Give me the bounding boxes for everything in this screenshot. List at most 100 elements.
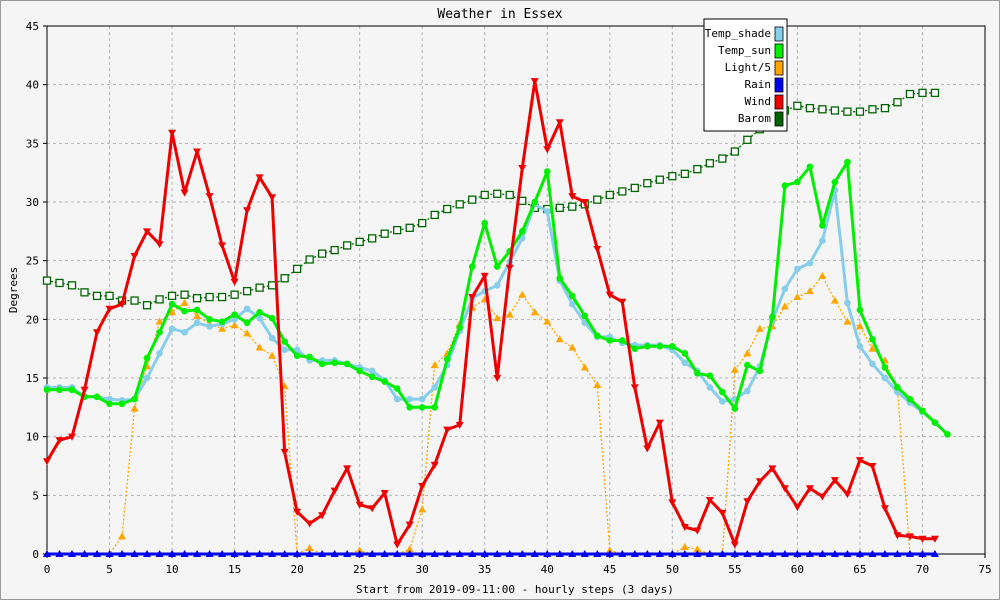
legend-swatch-light-5 bbox=[774, 60, 784, 76]
data-point-temp-sun bbox=[694, 370, 701, 377]
data-point-barom bbox=[242, 287, 252, 296]
data-point-barom bbox=[368, 234, 377, 243]
data-point-temp-shade bbox=[156, 350, 163, 357]
data-point-rain bbox=[343, 550, 352, 557]
series-temp-sun bbox=[43, 158, 951, 438]
data-point-temp-shade bbox=[869, 360, 876, 368]
data-point-barom bbox=[130, 296, 139, 305]
data-point-rain bbox=[755, 550, 764, 557]
data-point-barom bbox=[743, 135, 752, 144]
data-point-rain bbox=[618, 550, 627, 557]
data-point-wind bbox=[868, 463, 877, 470]
data-point-temp-sun bbox=[856, 306, 864, 314]
data-point-barom bbox=[393, 226, 402, 235]
data-point-light-5 bbox=[693, 545, 702, 553]
data-point-light-5 bbox=[543, 317, 552, 325]
data-point-temp-sun bbox=[556, 274, 564, 282]
data-point-rain bbox=[443, 550, 452, 557]
data-point-rain bbox=[330, 550, 339, 557]
data-point-light-5 bbox=[218, 324, 227, 332]
data-point-barom bbox=[818, 105, 827, 114]
y-axis-label: Degrees bbox=[7, 267, 20, 313]
data-point-rain bbox=[918, 550, 927, 557]
data-point-rain bbox=[180, 550, 189, 557]
data-point-temp-shade bbox=[231, 316, 238, 323]
data-point-temp-sun bbox=[143, 354, 151, 362]
data-point-barom bbox=[205, 292, 214, 302]
x-axis-label: Start from 2019-09-11:00 - hourly steps … bbox=[356, 583, 674, 596]
data-point-temp-sun bbox=[493, 263, 501, 270]
data-point-temp-shade bbox=[406, 395, 413, 403]
data-point-temp-sun bbox=[644, 343, 651, 350]
data-point-light-5 bbox=[855, 322, 864, 330]
data-point-wind bbox=[43, 458, 51, 466]
data-point-temp-sun bbox=[593, 332, 601, 340]
data-point-temp-sun bbox=[43, 386, 51, 394]
data-point-temp-sun bbox=[181, 307, 188, 315]
data-point-rain bbox=[880, 550, 889, 557]
data-point-wind bbox=[818, 493, 827, 501]
data-point-barom bbox=[505, 190, 514, 200]
data-point-rain bbox=[318, 550, 327, 557]
data-point-wind bbox=[580, 199, 589, 206]
data-point-barom bbox=[893, 98, 902, 107]
data-point-temp-sun bbox=[431, 404, 439, 411]
x-tick-label: 20 bbox=[291, 563, 304, 576]
data-point-barom bbox=[493, 189, 502, 198]
data-point-light-5 bbox=[818, 271, 827, 279]
data-point-temp-sun bbox=[243, 319, 251, 327]
data-point-temp-sun bbox=[443, 355, 451, 363]
legend-label-barom: Barom bbox=[738, 112, 771, 125]
data-point-temp-sun bbox=[268, 314, 276, 322]
data-point-rain bbox=[780, 550, 789, 557]
data-point-rain bbox=[230, 550, 239, 557]
legend-swatch-temp-sun bbox=[774, 43, 784, 59]
data-point-barom bbox=[330, 245, 339, 255]
data-point-rain bbox=[768, 550, 777, 557]
data-point-wind bbox=[593, 245, 602, 253]
data-point-temp-sun bbox=[368, 373, 376, 381]
data-point-barom bbox=[680, 169, 689, 178]
legend-swatch-barom bbox=[774, 111, 784, 127]
data-point-rain bbox=[855, 550, 864, 557]
data-point-rain bbox=[868, 550, 877, 557]
data-point-rain bbox=[530, 550, 539, 557]
data-point-temp-sun bbox=[756, 367, 764, 375]
data-point-barom bbox=[605, 190, 614, 200]
data-point-wind bbox=[730, 541, 739, 549]
data-point-wind bbox=[930, 535, 939, 543]
data-point-temp-sun bbox=[869, 335, 876, 343]
data-point-barom bbox=[317, 249, 327, 258]
data-point-wind bbox=[305, 520, 314, 528]
data-point-rain bbox=[668, 550, 677, 557]
data-point-wind bbox=[205, 193, 214, 201]
data-point-rain bbox=[355, 550, 364, 557]
data-point-wind bbox=[893, 532, 902, 540]
data-point-rain bbox=[430, 550, 439, 557]
data-point-barom bbox=[105, 291, 114, 301]
data-point-barom bbox=[292, 264, 302, 274]
data-point-wind bbox=[243, 207, 252, 215]
data-point-wind bbox=[643, 445, 652, 453]
data-point-wind bbox=[380, 489, 389, 497]
data-point-temp-sun bbox=[418, 404, 426, 411]
data-point-temp-shade bbox=[493, 282, 501, 289]
data-point-temp-shade bbox=[243, 305, 251, 313]
data-point-wind bbox=[168, 129, 177, 137]
data-point-temp-shade bbox=[393, 395, 401, 403]
data-point-barom bbox=[305, 255, 314, 264]
data-point-temp-sun bbox=[68, 386, 76, 394]
data-point-rain bbox=[405, 550, 414, 557]
data-point-barom bbox=[267, 281, 277, 290]
data-point-rain bbox=[805, 550, 814, 557]
data-point-rain bbox=[393, 550, 402, 557]
data-point-wind bbox=[668, 499, 677, 507]
data-point-barom bbox=[405, 223, 414, 232]
data-point-rain bbox=[280, 550, 289, 557]
data-point-barom bbox=[230, 290, 239, 299]
x-tick-label: 10 bbox=[165, 563, 178, 576]
data-point-temp-sun bbox=[919, 407, 926, 415]
data-point-barom bbox=[92, 291, 102, 301]
data-point-rain bbox=[630, 550, 639, 557]
